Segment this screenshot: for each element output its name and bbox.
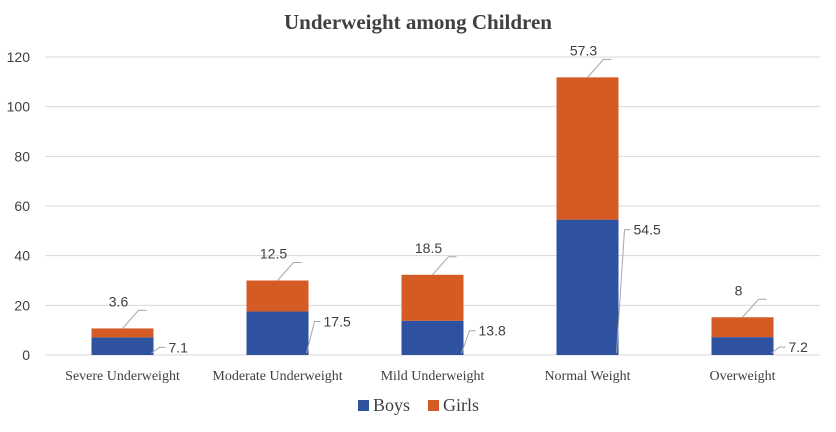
y-tick-label: 0 — [22, 347, 30, 363]
gridlines — [45, 56, 820, 356]
x-axis-categories: Severe Underweight Moderate Underweight Mi… — [65, 369, 775, 384]
legend-swatch-boys — [358, 400, 369, 411]
category-label: Moderate Underweight — [212, 369, 342, 384]
category-label: Mild Underweight — [381, 369, 485, 384]
y-axis-ticks: 0 20 40 60 80 100 120 — [7, 49, 31, 363]
y-tick-label: 20 — [14, 297, 30, 313]
leader-line — [122, 309, 147, 329]
y-tick-label: 80 — [14, 148, 30, 164]
y-tick-label: 100 — [7, 99, 31, 115]
leader-line — [771, 346, 786, 354]
legend: Boys Girls — [358, 395, 479, 415]
bar-boys-4 — [711, 337, 774, 355]
label-leader-lines — [122, 58, 786, 354]
data-label-boys: 13.8 — [479, 323, 506, 339]
category-label: Overweight — [709, 369, 775, 384]
data-label-boys: 7.1 — [169, 339, 189, 355]
bar-girls-1 — [246, 280, 309, 312]
leader-line — [742, 298, 767, 318]
y-tick-label: 120 — [7, 49, 31, 65]
bar-girls-3 — [556, 77, 619, 220]
category-label: Normal Weight — [544, 369, 630, 384]
data-label-boys: 17.5 — [324, 314, 351, 330]
bar-girls-4 — [711, 317, 774, 338]
data-label-girls: 3.6 — [109, 293, 129, 309]
y-tick-label: 40 — [14, 248, 30, 264]
legend-swatch-girls — [428, 400, 439, 411]
data-labels: 7.1 3.6 17.5 12.5 13.8 18.5 54.5 57.3 7.2 8 — [109, 42, 808, 355]
leader-line — [587, 58, 612, 78]
data-label-boys: 7.2 — [789, 339, 809, 355]
data-label-girls: 57.3 — [570, 42, 597, 58]
bar-boys-2 — [401, 320, 464, 355]
leader-line — [432, 256, 457, 276]
bar-boys-0 — [91, 337, 154, 355]
bar-boys-1 — [246, 311, 309, 355]
data-label-girls: 18.5 — [415, 240, 442, 256]
data-label-boys: 54.5 — [634, 222, 661, 238]
leader-line — [151, 346, 166, 354]
bar-girls-0 — [91, 328, 154, 338]
legend-label-boys: Boys — [373, 395, 410, 415]
legend-label-girls: Girls — [443, 395, 479, 415]
chart-title: Underweight among Children — [284, 10, 552, 34]
leader-line — [616, 229, 631, 354]
category-label: Severe Underweight — [65, 369, 180, 384]
bar-girls-2 — [401, 274, 464, 321]
leader-line — [277, 262, 302, 281]
data-label-girls: 12.5 — [260, 246, 287, 262]
bar-boys-3 — [556, 219, 619, 355]
y-tick-label: 60 — [14, 198, 30, 214]
data-label-girls: 8 — [735, 282, 743, 298]
bars — [91, 77, 774, 355]
leader-line — [306, 321, 321, 354]
leader-line — [461, 330, 476, 354]
